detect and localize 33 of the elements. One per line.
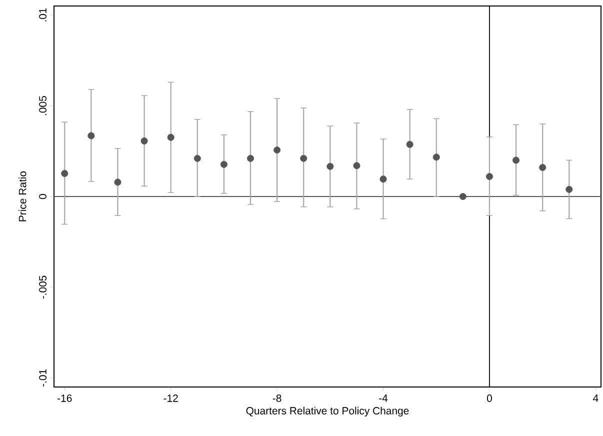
point [167, 134, 174, 141]
point [246, 154, 254, 162]
x-tick-label: -4 [379, 394, 388, 402]
point [194, 154, 201, 162]
point [220, 160, 228, 168]
point [406, 140, 414, 148]
point [353, 162, 360, 170]
point [326, 162, 334, 170]
y-tick-label: -.01 [39, 369, 46, 386]
y-tick-label: -.005 [39, 276, 46, 299]
point [114, 178, 122, 186]
x-tick-label: -12 [164, 394, 178, 402]
point [140, 137, 148, 144]
y-tick-label: .01 [39, 8, 46, 22]
y-tick-label: 0 [39, 194, 46, 199]
point [566, 186, 573, 193]
x-tick-label: -8 [272, 394, 282, 402]
point [512, 156, 520, 164]
x-axis-title: Quarters Relative to Policy Change [246, 406, 409, 417]
y-axis-title: Price Ratio [18, 171, 26, 222]
point [88, 132, 95, 140]
point [61, 170, 68, 177]
point [274, 146, 281, 154]
point [459, 193, 466, 200]
point [539, 164, 546, 171]
x-tick-label: 0 [486, 394, 492, 402]
point [486, 173, 493, 180]
x-tick-label: -16 [58, 394, 72, 402]
y-tick-label: .005 [39, 96, 46, 116]
point [432, 154, 440, 161]
point [380, 176, 387, 183]
x-tick-label: 4 [593, 394, 598, 402]
point [300, 154, 308, 162]
